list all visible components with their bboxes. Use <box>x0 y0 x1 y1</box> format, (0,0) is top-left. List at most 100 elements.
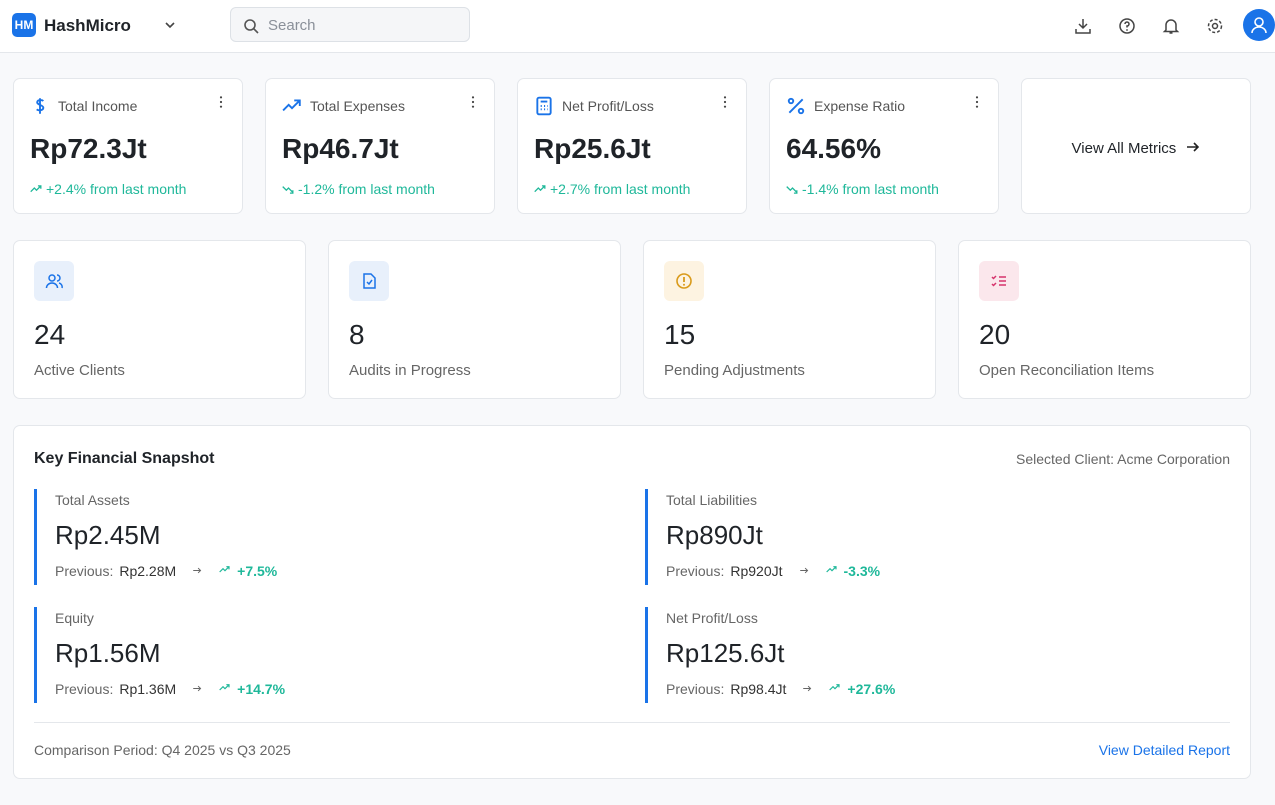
snapshot-item: Equity Rp1.56M Previous: Rp1.36M +14.7% <box>34 607 614 703</box>
stat-card: 8 Audits in Progress <box>328 240 621 399</box>
metric-change-text: -1.4% from last month <box>802 181 939 197</box>
stat-icon <box>664 261 704 301</box>
trend-icon-svg <box>829 684 841 691</box>
divider <box>34 722 1230 723</box>
metric-icon <box>282 96 302 121</box>
stat-icon <box>979 261 1019 301</box>
metric-icon-svg <box>536 96 552 116</box>
user-avatar[interactable] <box>1243 9 1275 41</box>
metric-icon <box>534 96 554 121</box>
trend-icon-svg <box>282 186 294 194</box>
trend-icon <box>219 563 231 579</box>
item-value: Rp890Jt <box>666 520 763 550</box>
item-label: Total Liabilities <box>666 492 758 508</box>
trend-icon <box>30 183 43 199</box>
stat-icon-svg <box>991 275 1006 287</box>
download-button[interactable] <box>1074 17 1092 35</box>
stat-card: 20 Open Reconciliation Items <box>958 240 1251 399</box>
metric-label: Expense Ratio <box>814 98 906 114</box>
metric-label: Net Profit/Loss <box>562 98 654 114</box>
search-icon <box>244 19 259 34</box>
metric-icon <box>786 96 806 121</box>
change-value: +14.7% <box>237 681 286 697</box>
metric-icon-svg <box>36 98 45 114</box>
previous-label: Previous: <box>666 681 725 697</box>
view-all-text: View All Metrics <box>1071 140 1177 157</box>
stat-value: 20 <box>979 319 1011 350</box>
stat-label: Active Clients <box>34 362 125 379</box>
notifications-button[interactable] <box>1162 17 1180 35</box>
stat-icon-svg <box>363 273 376 289</box>
item-previous: Previous: Rp2.28M +7.5% <box>55 563 614 579</box>
logo[interactable]: HM <box>12 13 36 37</box>
item-label: Net Profit/Loss <box>666 610 758 626</box>
arrow-icon <box>1187 142 1200 152</box>
snapshot-title: Key Financial Snapshot <box>34 450 215 467</box>
item-value: Rp1.56M <box>55 638 161 668</box>
previous-label: Previous: <box>55 563 114 579</box>
trend-icon <box>825 563 838 579</box>
metric-change-text: -1.2% from last month <box>298 181 435 197</box>
item-previous: Previous: Rp920Jt -3.3% <box>666 563 1225 579</box>
company-dropdown[interactable] <box>164 19 176 31</box>
more-menu[interactable] <box>970 95 984 114</box>
brand-name[interactable]: HashMicro <box>44 16 131 35</box>
view-all-link[interactable]: View All Metrics <box>1022 140 1250 157</box>
trend-icon <box>219 681 231 697</box>
view-all-card[interactable]: View All Metrics <box>1021 78 1251 214</box>
metric-change: -1.2% from last month <box>282 181 435 199</box>
more-menu-svg <box>975 96 979 108</box>
trend-icon-svg <box>219 684 230 691</box>
trend-icon-svg <box>825 566 837 573</box>
previous-label: Previous: <box>666 563 725 579</box>
comparison-period: Comparison Period: Q4 2025 vs Q3 2025 <box>34 742 291 758</box>
search-box[interactable]: Search <box>230 7 470 42</box>
settings-button[interactable] <box>1206 17 1224 35</box>
more-menu[interactable] <box>214 95 228 114</box>
change-value: +27.6% <box>847 681 896 697</box>
trend-icon <box>829 681 841 697</box>
snapshot-card: Key Financial Snapshot Selected Client: … <box>13 425 1251 779</box>
trend-icon-svg <box>786 186 798 194</box>
arrow-icon-svg <box>799 567 808 574</box>
metric-icon-svg <box>787 97 805 115</box>
stat-icon <box>349 261 389 301</box>
help-button[interactable] <box>1118 17 1136 35</box>
arrow-icon <box>192 563 203 579</box>
stat-value: 8 <box>349 319 365 350</box>
change-value: -3.3% <box>843 563 881 579</box>
arrow-icon-svg <box>193 685 202 692</box>
stat-icon-svg <box>45 274 63 289</box>
stat-value: 15 <box>664 319 696 350</box>
snapshot-item: Net Profit/Loss Rp125.6Jt Previous: Rp98.4J… <box>645 607 1225 703</box>
metric-icon-svg <box>282 99 301 112</box>
previous-label: Previous: <box>55 681 114 697</box>
arrow-icon <box>799 563 810 579</box>
metric-value: 64.56% <box>786 133 881 164</box>
detailed-report-link[interactable]: View Detailed Report <box>1098 742 1230 758</box>
trend-icon <box>534 183 547 199</box>
more-menu-svg <box>723 96 727 108</box>
more-menu[interactable] <box>718 95 732 114</box>
more-menu[interactable] <box>466 95 480 114</box>
metric-value: Rp46.7Jt <box>282 133 399 164</box>
metric-change: -1.4% from last month <box>786 181 939 199</box>
metric-change-text: +2.7% from last month <box>550 181 691 197</box>
arrow-icon <box>802 681 813 697</box>
trend-icon <box>786 183 799 199</box>
metric-value: Rp72.3Jt <box>30 133 147 164</box>
stat-value: 24 <box>34 319 66 350</box>
arrow-icon <box>192 681 203 697</box>
previous-value: Rp2.28M <box>119 563 177 579</box>
trend-icon-svg <box>30 185 42 193</box>
metric-value: Rp25.6Jt <box>534 133 651 164</box>
metric-change-text: +2.4% from last month <box>46 181 187 197</box>
change-value: +7.5% <box>237 563 278 579</box>
metric-label: Total Expenses <box>310 98 405 114</box>
previous-value: Rp920Jt <box>730 563 783 579</box>
metric-change: +2.7% from last month <box>534 181 690 199</box>
trend-icon-svg <box>219 566 230 573</box>
arrow-icon-svg <box>803 685 812 692</box>
